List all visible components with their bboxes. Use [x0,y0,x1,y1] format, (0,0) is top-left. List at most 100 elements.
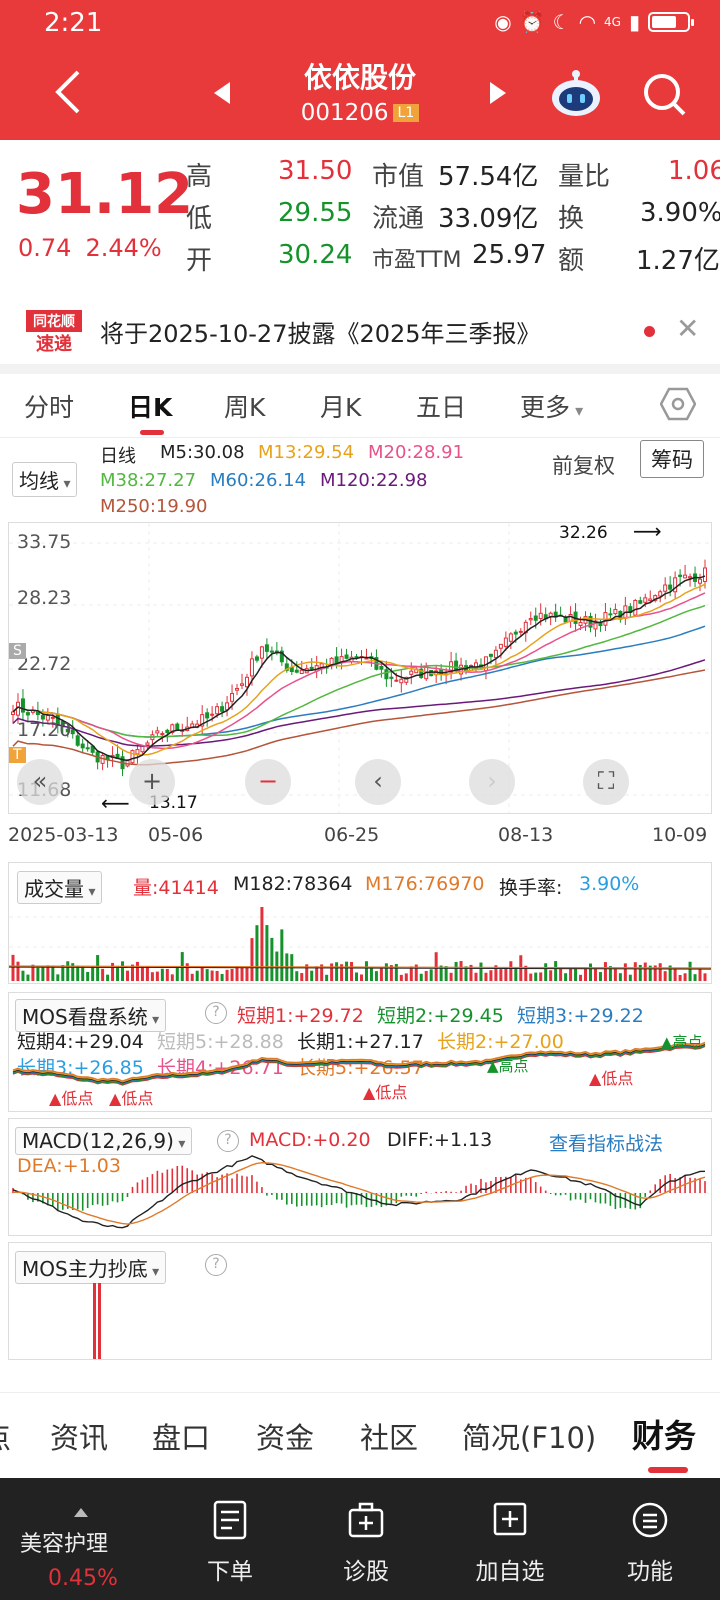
help-icon[interactable]: ? [205,1251,227,1276]
tab-more[interactable]: 更多 ▾ [520,388,583,424]
volume-bar [260,907,264,981]
candle-body [518,630,523,633]
tab-monthly-k[interactable]: 月K [320,393,362,422]
volume-select-label: 成交量 [24,877,84,901]
volume-bar [145,966,149,981]
sector-percent: 0.45% [48,1566,118,1591]
news-bar[interactable]: 同花顺 速递 将于2025-10-27披露《2025年三季报》 ✕ [0,298,720,364]
help-icon[interactable]: ? [205,999,227,1024]
ma-m5: M5:30.08 [160,442,245,463]
ma-m250: M250:19.90 [100,496,208,517]
order-document-icon [213,1500,247,1540]
candle-body [220,706,225,712]
tab-community[interactable]: 社区 [360,1421,419,1455]
volume-bar [364,961,368,981]
fullscreen-icon[interactable]: ⛶ [583,759,629,805]
sell-mark-badge[interactable]: S [9,643,26,659]
macd-panel[interactable]: MACD(12,26,9) ▾ ? MACD:+0.20 DIFF:+1.13 … [8,1118,712,1236]
mos-bottom-panel[interactable]: MOS主力抄底 ▾ ? [8,1242,712,1360]
volume-bar [638,964,642,981]
kline-chart[interactable] [9,523,711,813]
candle-body [25,712,30,716]
open-value: 30.24 [278,240,353,270]
volume-bar [61,965,65,981]
volume-bar [305,964,309,981]
volume-bar [444,966,448,981]
candle-body [663,584,668,592]
order-button[interactable]: 下单 [160,1478,300,1600]
news-text[interactable]: 将于2025-10-27披露《2025年三季报》 [100,320,541,348]
volume-bar [394,963,398,981]
candle-body [165,729,170,734]
tab-daily-k[interactable]: 日K [128,393,173,422]
search-icon[interactable] [640,70,688,118]
mcap-label: 市值 [372,162,425,192]
turnover-label: 换 [558,204,585,234]
close-icon[interactable]: ✕ [676,312,700,345]
arrow-right-icon: ⟶ [633,519,662,543]
volume-bar [280,929,284,981]
mos-select[interactable]: MOS看盘系统 ▾ [15,999,167,1032]
ma-select[interactable]: 均线 ▾ [12,462,78,497]
amount-value: 1.27亿 [636,246,720,276]
network-label: 4G [604,15,621,29]
tab-five-day[interactable]: 五日 [416,393,467,422]
macd-strategy-link[interactable]: 查看指标战法 [549,1133,664,1155]
volume-select[interactable]: 成交量 ▾ [17,871,103,904]
zoom-out-icon[interactable]: − [245,759,291,805]
add-watchlist-button[interactable]: 加自选 [440,1478,580,1600]
high-point-text: 高点 [672,1033,703,1051]
low-point-label: ▲低点 [109,1089,154,1108]
back-icon[interactable] [48,68,88,116]
menu-circle-icon [632,1502,668,1538]
chip-distribution-button[interactable]: 筹码 [640,440,704,478]
zoom-in-icon[interactable]: + [129,759,175,805]
volume-bar [205,969,209,981]
candle-body [175,723,180,731]
candle-body [668,584,673,590]
robot-assistant-icon[interactable] [548,66,604,122]
rewind-icon[interactable]: « [17,759,63,805]
mcap-value: 57.54亿 [438,162,539,192]
candle-body [548,612,553,617]
volume-bar [539,972,543,981]
volume-bar [195,970,199,981]
candle-body [678,574,683,577]
tab-weekly-k[interactable]: 周K [224,393,266,422]
tab-partial[interactable]: 点 [0,1415,11,1457]
candle-body [244,676,249,688]
volume-panel[interactable]: 成交量 ▾ 量:41414 M182:78364 M176:76970 换手率:… [8,862,712,984]
scroll-left-icon[interactable]: ‹ [355,759,401,805]
scroll-right-icon[interactable]: › [469,759,515,805]
volume-bar [270,937,274,981]
macd-select[interactable]: MACD(12,26,9) ▾ [15,1127,193,1155]
volume-bar [225,969,229,981]
mos-panel[interactable]: MOS看盘系统 ▾ ? 短期1:+29.72 短期2:+29.45 短期3:+2… [8,992,712,1112]
t-mark-badge[interactable]: T [9,747,26,763]
volume-bar [46,965,50,981]
adjust-mode-label[interactable]: 前复权 [552,454,615,478]
diagnose-button[interactable]: 诊股 [296,1478,436,1600]
arrow-left-icon: ⟵ [101,791,130,815]
tab-f10[interactable]: 简况(F10) [462,1421,597,1455]
next-stock-icon[interactable] [488,80,510,106]
tab-intraday[interactable]: 分时 [24,393,75,422]
settings-hexagon-icon[interactable] [660,386,696,422]
sector-widget[interactable]: 美容护理 0.45% [0,1478,140,1600]
volume-bar [419,973,423,981]
mos-bottom-select[interactable]: MOS主力抄底 ▾ [15,1251,167,1284]
pe-label: 市盈TTM [372,248,462,273]
mos-chart [12,1041,706,1086]
tab-finance[interactable]: 财务 [632,1417,697,1455]
kline-panel[interactable]: 33.75 28.23 22.72 17.20 11.68 32.26 ⟶ ⟵ … [8,519,712,815]
help-icon[interactable]: ? [217,1127,239,1152]
mos-line [12,1044,706,1085]
candle-body [145,742,150,746]
function-button[interactable]: 功能 [580,1478,720,1600]
tab-news[interactable]: 资讯 [50,1421,109,1455]
volume-bar [116,965,120,981]
tab-order-book[interactable]: 盘口 [152,1421,211,1455]
tab-funds[interactable]: 资金 [256,1421,315,1455]
candle-body [688,576,693,579]
prev-stock-icon[interactable] [210,80,232,106]
